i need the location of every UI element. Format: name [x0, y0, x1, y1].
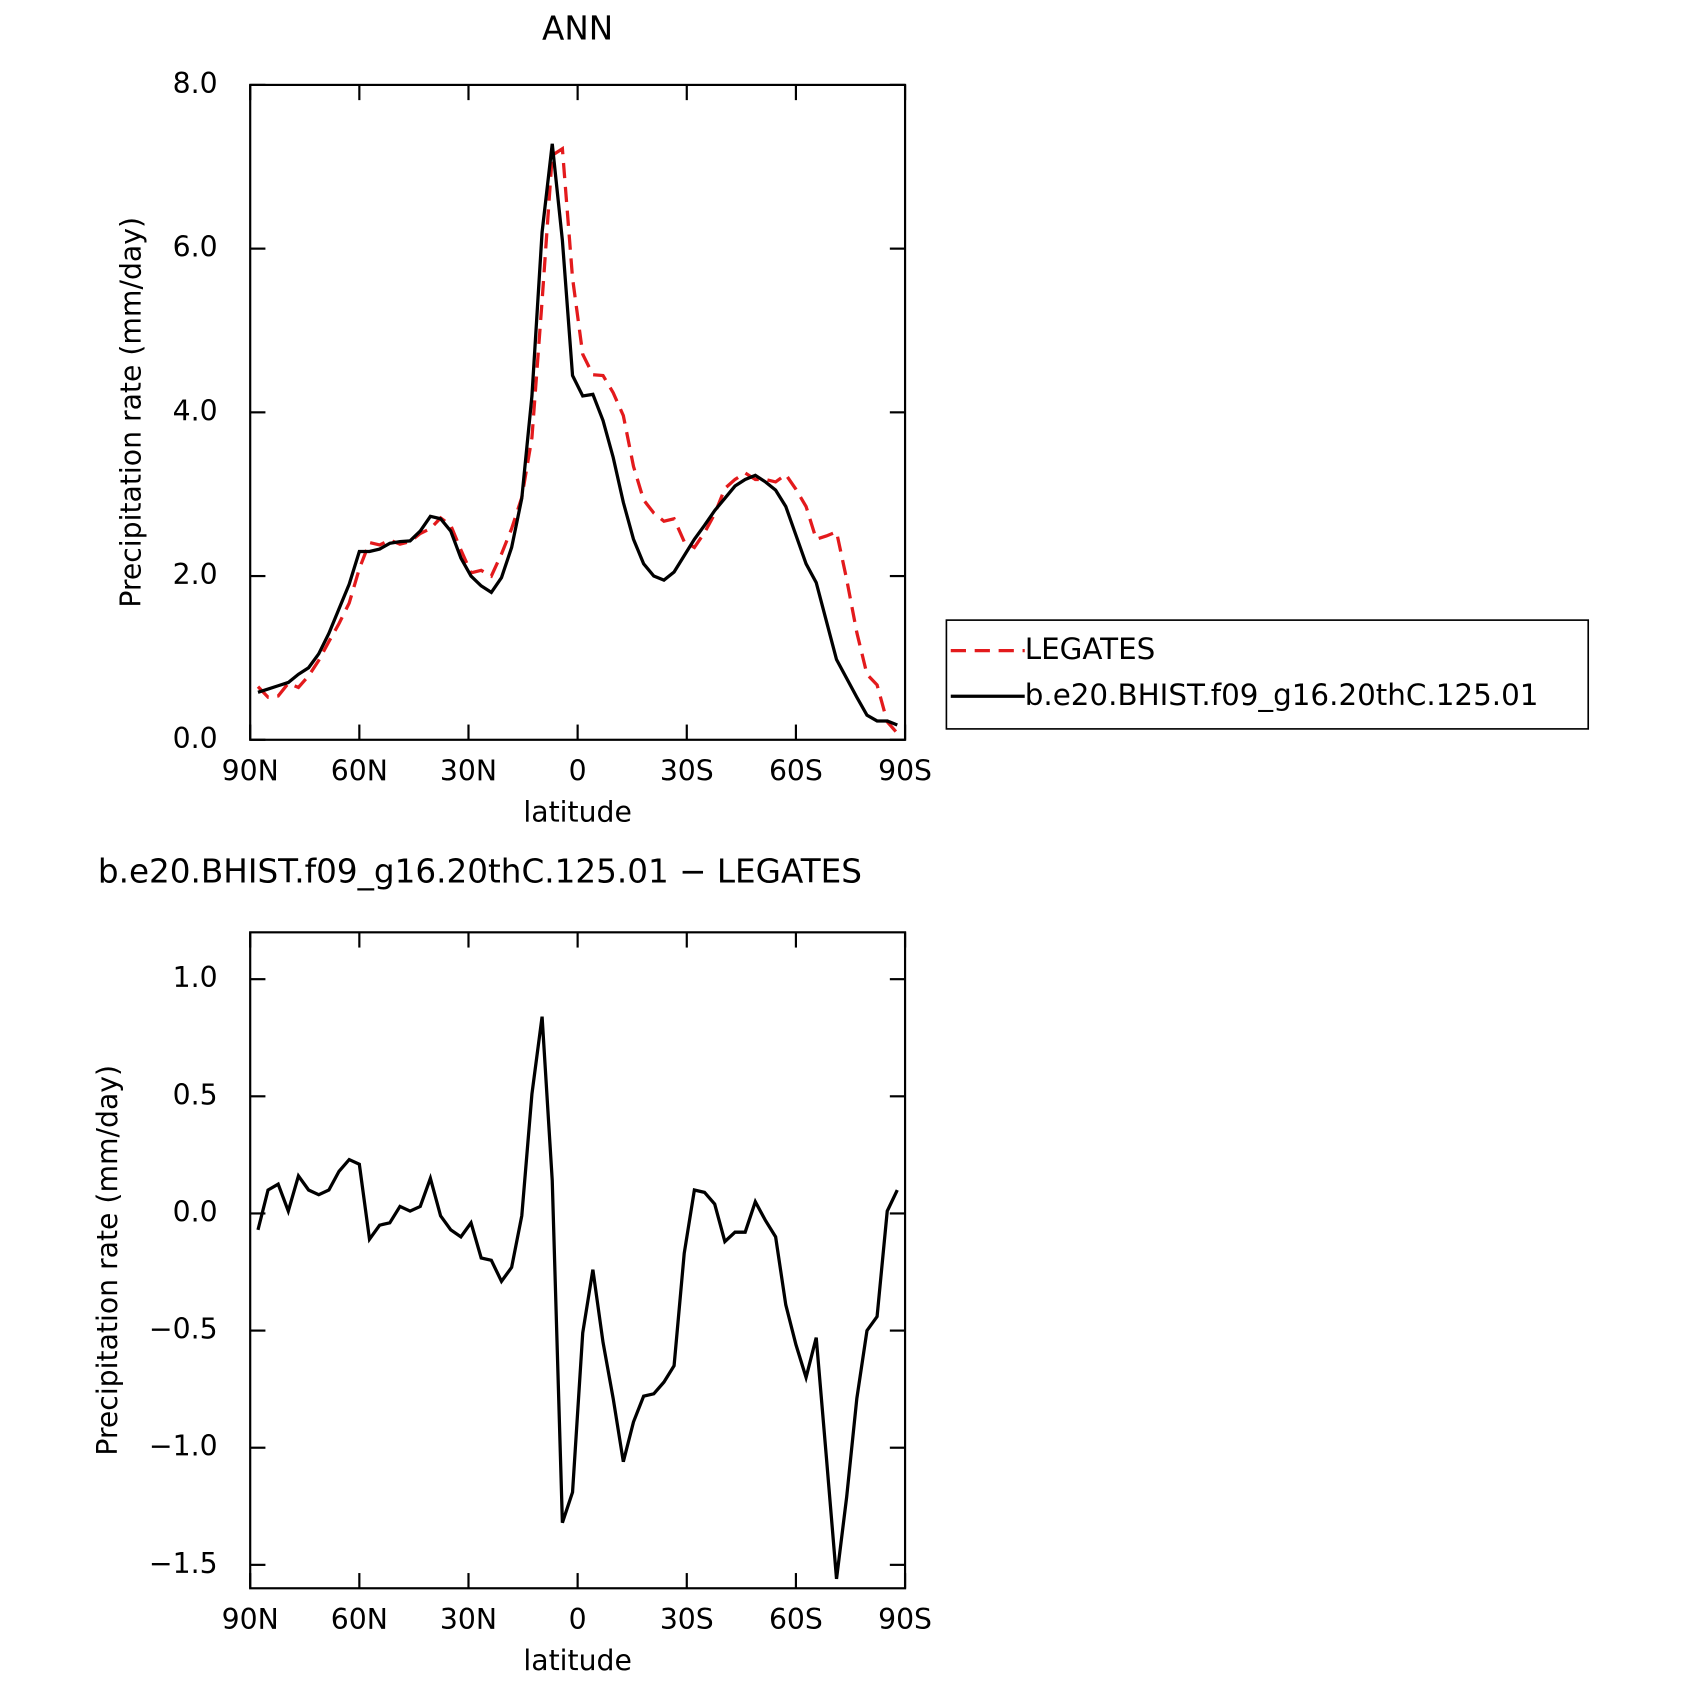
data-line: [256, 145, 899, 735]
y-tick-label: 0.0: [173, 722, 218, 755]
y-tick-label: 0.0: [173, 1195, 218, 1228]
y-tick-label: −0.5: [149, 1313, 218, 1346]
y-tick-label: −1.0: [149, 1430, 218, 1463]
x-axis-label: latitude: [523, 796, 631, 829]
chart-title: b.e20.BHIST.f09_g16.20thC.125.01 − LEGAT…: [98, 853, 862, 891]
x-tick-label: 90N: [222, 1603, 279, 1636]
legend-box: [945, 619, 1590, 730]
x-tick-label: 30N: [440, 1603, 497, 1636]
x-tick-label: 60N: [331, 754, 388, 787]
x-tick-label: 60S: [769, 1603, 823, 1636]
x-tick-label: 90N: [222, 754, 279, 787]
data-line: [256, 1016, 899, 1580]
x-axis-label: latitude: [523, 1644, 631, 1677]
y-tick-label: 8.0: [173, 67, 218, 100]
x-tick-label: 60N: [331, 1603, 388, 1636]
y-tick-label: 4.0: [173, 394, 218, 427]
y-axis-label: Precipitation rate (mm/day): [91, 1065, 124, 1456]
x-tick-label: 30S: [660, 754, 714, 787]
x-tick-label: 60S: [769, 754, 823, 787]
data-line: [257, 143, 898, 727]
chart-title: ANN: [542, 10, 613, 48]
legend-label: b.e20.BHIST.f09_g16.20thC.125.01: [1025, 678, 1539, 712]
y-tick-label: 2.0: [173, 558, 218, 591]
y-tick-label: 0.5: [173, 1078, 218, 1111]
y-tick-label: −1.5: [149, 1547, 218, 1580]
x-tick-label: 90S: [878, 754, 932, 787]
y-tick-label: 6.0: [173, 231, 218, 264]
x-tick-label: 90S: [878, 1603, 932, 1636]
x-tick-label: 30N: [440, 754, 497, 787]
x-tick-label: 0: [569, 1603, 587, 1636]
y-axis-label: Precipitation rate (mm/day): [115, 217, 148, 608]
legend-label: LEGATES: [1025, 632, 1156, 666]
x-tick-label: 0: [569, 754, 587, 787]
x-tick-label: 30S: [660, 1603, 714, 1636]
y-tick-label: 1.0: [173, 961, 218, 994]
